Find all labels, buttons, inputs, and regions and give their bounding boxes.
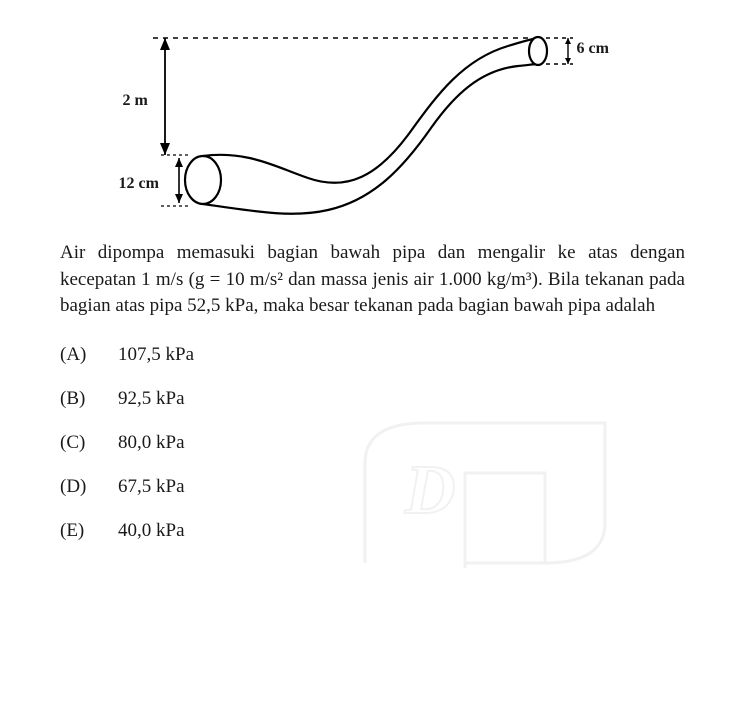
option-label: (E) (60, 520, 100, 542)
option-value: 80,0 kPa (118, 432, 208, 454)
option-d: (D) 67,5 kPa (60, 476, 685, 498)
option-label: (D) (60, 476, 100, 498)
option-label: (A) (60, 344, 100, 366)
bottom-diameter-label: 12 cm (119, 175, 159, 193)
option-value: 92,5 kPa (118, 388, 208, 410)
option-b: (B) 92,5 kPa (60, 388, 685, 410)
question-text: Air dipompa memasuki bagian bawah pipa d… (60, 240, 685, 320)
option-label: (C) (60, 432, 100, 454)
option-c: (C) 80,0 kPa (60, 432, 685, 454)
option-e: (E) 40,0 kPa (60, 520, 685, 542)
option-a: (A) 107,5 kPa (60, 344, 685, 366)
height-label: 2 m (123, 92, 148, 110)
option-label: (B) (60, 388, 100, 410)
option-value: 40,0 kPa (118, 520, 208, 542)
answer-options: (A) 107,5 kPa (B) 92,5 kPa (C) 80,0 kPa … (60, 344, 685, 542)
option-value: 67,5 kPa (118, 476, 208, 498)
top-diameter-label: 6 cm (577, 40, 609, 58)
option-value: 107,5 kPa (118, 344, 208, 366)
pipe-diagram: 2 m 12 cm 6 cm (113, 20, 633, 220)
